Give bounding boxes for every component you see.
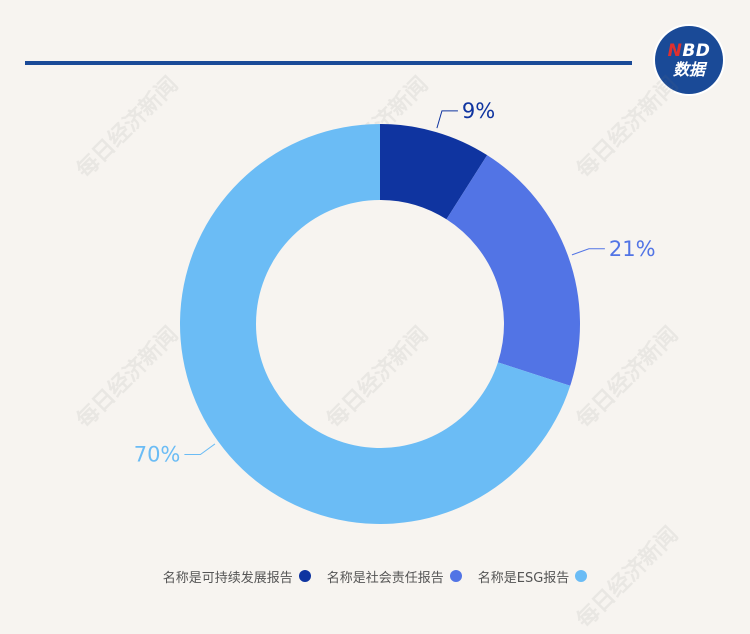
legend-label: 名称是ESG报告 [477,570,570,586]
data-label-3: 70% [134,442,181,466]
legend: 名称是可持续发展报告 名称是社会责任报告 名称是ESG报告 [0,566,750,586]
slice-3 [179,124,571,524]
legend-label: 名称是可持续发展报告 [162,570,293,586]
legend-swatch [298,570,311,582]
nbd-logo: NBD 数据 [655,26,723,94]
slice-2 [446,155,580,386]
data-label-2: 21% [609,237,656,261]
leader-line-2 [571,248,605,256]
legend-item-2: 名称是社会责任报告 [327,567,462,586]
leader-line-1 [436,110,458,129]
legend-label: 名称是社会责任报告 [326,570,444,586]
legend-item-1: 名称是可持续发展报告 [163,567,311,586]
legend-item-3: 名称是ESG报告 [478,567,588,586]
leader-line-3 [184,443,216,455]
legend-swatch [575,570,588,582]
header-rule [25,61,632,65]
data-label-1: 9% [462,99,495,123]
donut-chart: 9% 21% 70% [134,99,656,524]
slice-1 [380,124,488,220]
legend-swatch [449,570,462,582]
